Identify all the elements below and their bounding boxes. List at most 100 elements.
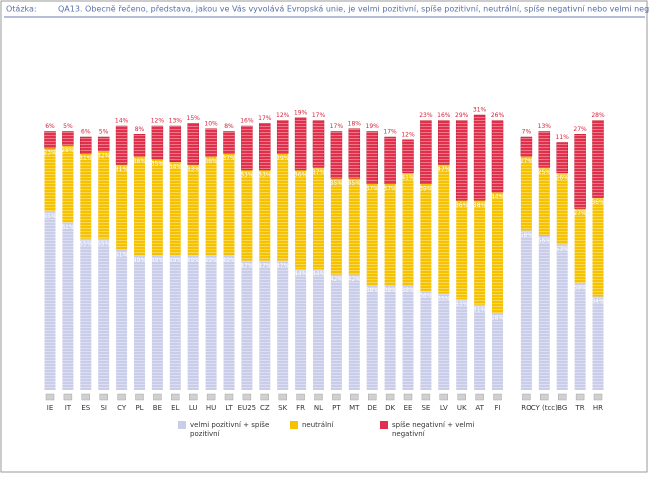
bar-texture (80, 238, 92, 390)
bar-texture (384, 183, 396, 286)
bar-texture (366, 131, 378, 184)
flag (439, 393, 448, 401)
x-tick-label: AT (475, 404, 484, 412)
value-label: 35% (437, 295, 451, 302)
flag (457, 393, 466, 401)
bar-texture (241, 260, 253, 390)
bar-texture (492, 192, 503, 313)
flag (278, 393, 287, 401)
bar-texture (98, 150, 110, 239)
bar-texture (402, 285, 414, 390)
bar-texture (259, 260, 271, 390)
value-label: 15% (187, 115, 201, 122)
value-label: 42% (330, 276, 344, 283)
bar-texture (98, 137, 110, 151)
x-tick-label: UK (457, 404, 467, 412)
bar-texture (62, 145, 74, 223)
value-label: 12% (151, 118, 165, 125)
value-label: 12% (401, 131, 415, 138)
x-tick-label: EU25 (238, 404, 256, 412)
x-tick-label: CY (tcc) (531, 404, 558, 412)
bar-texture (313, 120, 324, 168)
bar-texture (492, 120, 503, 192)
bar-texture (187, 255, 199, 390)
flag (171, 393, 180, 401)
value-label: 13% (169, 118, 183, 125)
x-tick-label: SE (421, 404, 430, 412)
bar-texture (456, 200, 468, 300)
flag (117, 393, 126, 401)
bar-texture (384, 285, 396, 390)
flag (332, 393, 341, 401)
flag (350, 393, 359, 401)
flag (493, 393, 502, 401)
bar-texture (44, 148, 56, 212)
bar-texture (474, 115, 486, 201)
legend-label: velmi pozitivní + spíše pozitivní (190, 421, 269, 438)
x-tick-label: HU (206, 404, 216, 412)
value-label: 27% (573, 126, 587, 133)
value-label: 31% (473, 306, 487, 313)
bar-texture (420, 183, 432, 291)
bar-texture (348, 178, 360, 275)
flag (403, 393, 413, 401)
value-label: 17% (383, 129, 397, 136)
bar-texture (169, 161, 181, 256)
value-label: 37% (312, 169, 326, 176)
x-tick-label: DK (385, 404, 395, 412)
value-label: 42% (348, 276, 362, 283)
bar-texture (98, 238, 110, 390)
x-tick-label: CY (117, 404, 127, 412)
value-label: 47% (258, 262, 272, 269)
value-label: 14% (115, 118, 129, 125)
bar-texture (134, 156, 145, 256)
bar-texture (492, 313, 503, 390)
flag (558, 393, 567, 401)
bar-texture (295, 170, 307, 269)
value-label: 34% (591, 298, 605, 305)
x-tick-label: EL (171, 404, 179, 412)
x-tick-label: SK (278, 404, 287, 412)
flag (421, 393, 431, 401)
bar-texture (259, 123, 271, 170)
value-label: 61% (61, 224, 75, 231)
x-tick-label: FR (296, 404, 305, 412)
x-tick-label: EE (404, 404, 413, 412)
value-label: 37% (366, 185, 380, 192)
bar-texture (420, 120, 432, 184)
value-label: 23% (43, 150, 57, 157)
bar-texture (574, 208, 586, 283)
bar-texture (538, 131, 550, 168)
value-label: 41% (401, 174, 415, 181)
flag (296, 393, 305, 401)
x-tick-label: LT (225, 404, 233, 412)
flag (188, 393, 198, 401)
x-tick-label: IE (47, 404, 54, 412)
flag (224, 393, 234, 401)
bar-texture (259, 170, 271, 261)
bar-texture (348, 128, 360, 179)
bar-texture (520, 137, 532, 157)
bar-texture (187, 164, 199, 256)
value-label: 44% (491, 194, 505, 201)
question-label: Otázka: (6, 5, 37, 14)
flag (45, 393, 55, 401)
value-label: 16% (437, 112, 451, 119)
flag (522, 393, 531, 401)
flag (314, 393, 323, 401)
bar-texture (151, 255, 163, 390)
bar-texture (223, 255, 235, 390)
x-tick-label: PT (332, 404, 341, 412)
x-tick-label: HR (593, 404, 603, 412)
bar-texture (384, 137, 396, 184)
value-label: 7% (522, 129, 532, 136)
flag (63, 393, 73, 401)
value-label: 37% (383, 185, 397, 192)
flag (99, 393, 108, 401)
bar-texture (223, 153, 235, 256)
value-label: 39% (419, 185, 433, 192)
x-tick-label: LV (440, 404, 448, 412)
value-label: 5% (63, 123, 73, 130)
